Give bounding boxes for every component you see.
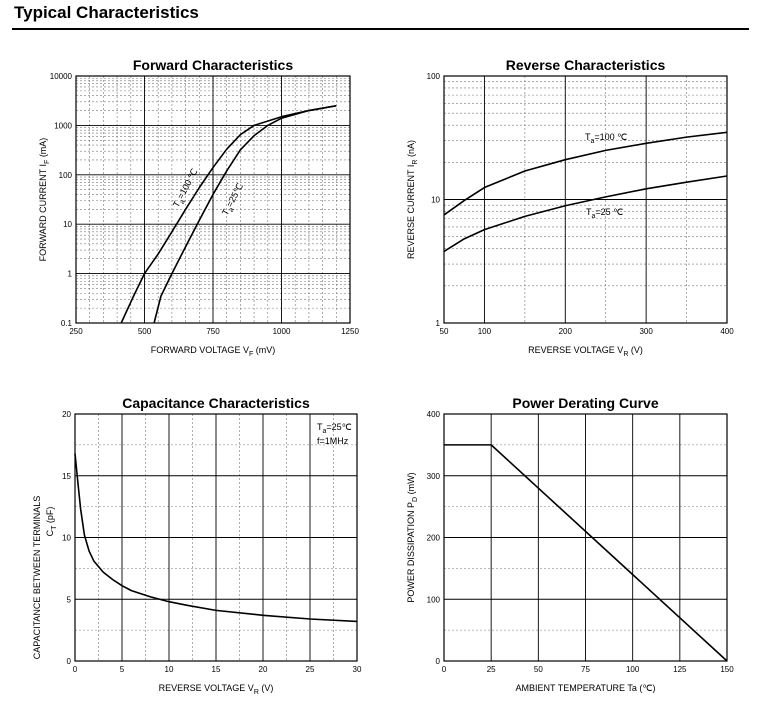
- y-tick-label: 100: [427, 72, 441, 81]
- y-axis-label-symbol: CT (pF): [45, 507, 58, 537]
- chart-title: Capacitance Characteristics: [122, 395, 310, 411]
- y-axis-label: REVERSE CURRENT IR (nA): [406, 140, 419, 259]
- y-tick-label: 10: [63, 220, 72, 229]
- x-tick-label: 50: [534, 665, 543, 674]
- y-tick-label: 0: [436, 657, 441, 666]
- y-tick-label: 100: [427, 595, 441, 604]
- x-tick-label: 20: [259, 665, 268, 674]
- x-axis-label: REVERSE VOLTAGE VR (V): [159, 683, 274, 696]
- annotation-label: Ta=100 ℃: [585, 132, 627, 145]
- annotation-label: Ta=100 ℃: [171, 167, 202, 210]
- chart-derating: 0 25 50 75 100 125 150 0 100 200 300 400 Power Derat…: [406, 395, 734, 693]
- series-line: [443, 131, 728, 216]
- series-line: [443, 175, 728, 253]
- y-axis-label: CAPACITANCE BETWEEN TERMINALS: [32, 496, 42, 660]
- series-line: [153, 104, 337, 324]
- x-tick-label: 15: [212, 665, 221, 674]
- x-tick-label: 25: [487, 665, 496, 674]
- plot-frame: [443, 413, 728, 662]
- y-tick-label: 400: [427, 410, 441, 419]
- x-tick-label: 125: [673, 665, 687, 674]
- y-tick-label: 20: [62, 410, 71, 419]
- x-tick-label: 5: [120, 665, 125, 674]
- x-tick-label: 100: [626, 665, 640, 674]
- x-tick-label: 75: [581, 665, 590, 674]
- y-axis-label: POWER DISSIPATION PD (mW): [406, 472, 419, 602]
- annotation-label: Ta=25℃: [317, 422, 352, 435]
- y-tick-label: 0.1: [61, 319, 73, 328]
- x-axis-label: AMBIENT TEMPERATURE Ta (℃): [516, 683, 656, 693]
- series-line: [74, 453, 358, 623]
- x-tick-label: 400: [720, 327, 734, 336]
- x-tick-label: 30: [353, 665, 362, 674]
- y-tick-label: 10000: [50, 72, 73, 81]
- y-tick-label: 0: [67, 657, 72, 666]
- y-tick-label: 300: [427, 472, 441, 481]
- annotation-label: Ta=25 ℃: [586, 207, 623, 220]
- y-tick-label: 1: [436, 319, 441, 328]
- chart-capacitance: 0 5 10 15 20 25 30 0 5 10 15 20 Capacitance Characte…: [32, 395, 362, 696]
- x-tick-label: 1250: [341, 327, 359, 336]
- annotation-label: Ta=25℃: [220, 182, 248, 219]
- y-tick-label: 1000: [54, 121, 72, 130]
- x-tick-label: 750: [206, 327, 220, 336]
- series-line: [120, 104, 337, 324]
- x-tick-label: 300: [639, 327, 653, 336]
- x-axis-label: FORWARD VOLTAGE VF (mV): [151, 345, 275, 358]
- y-tick-label: 200: [427, 534, 441, 543]
- y-tick-label: 15: [62, 472, 71, 481]
- series-line: [444, 444, 728, 662]
- y-tick-label: 100: [59, 171, 73, 180]
- title-divider: [12, 28, 749, 30]
- y-tick-label: 5: [67, 595, 72, 604]
- x-tick-label: 0: [442, 665, 447, 674]
- x-tick-label: 200: [559, 327, 573, 336]
- x-tick-label: 100: [478, 327, 492, 336]
- x-tick-label: 50: [440, 327, 449, 336]
- x-tick-label: 250: [69, 327, 83, 336]
- x-tick-label: 150: [720, 665, 734, 674]
- page-title: Typical Characteristics: [14, 3, 199, 22]
- x-tick-label: 1000: [273, 327, 291, 336]
- y-tick-label: 10: [431, 196, 440, 205]
- x-tick-label: 10: [165, 665, 174, 674]
- y-axis-label: FORWARD CURRENT IF (mA): [38, 138, 51, 262]
- chart-reverse: 50 100 200 300 400 1 10 100 Reverse Characterist…: [406, 57, 734, 358]
- x-axis-label: REVERSE VOLTAGE VR (V): [528, 345, 643, 358]
- plot-frame: [74, 413, 358, 662]
- x-tick-label: 500: [138, 327, 152, 336]
- plot-frame: [75, 75, 351, 324]
- chart-title: Power Derating Curve: [512, 395, 658, 411]
- chart-title: Forward Characteristics: [133, 57, 293, 73]
- plot-frame: [443, 75, 728, 324]
- y-tick-label: 10: [62, 534, 71, 543]
- chart-title: Reverse Characteristics: [506, 57, 666, 73]
- chart-forward: 250 500 750 1000 1250 0.1 1 10 100 1000 10000 Forwa…: [38, 57, 359, 358]
- x-tick-label: 0: [73, 665, 78, 674]
- x-tick-label: 25: [306, 665, 315, 674]
- y-tick-label: 1: [68, 270, 73, 279]
- annotation-label: f=1MHz: [317, 436, 349, 446]
